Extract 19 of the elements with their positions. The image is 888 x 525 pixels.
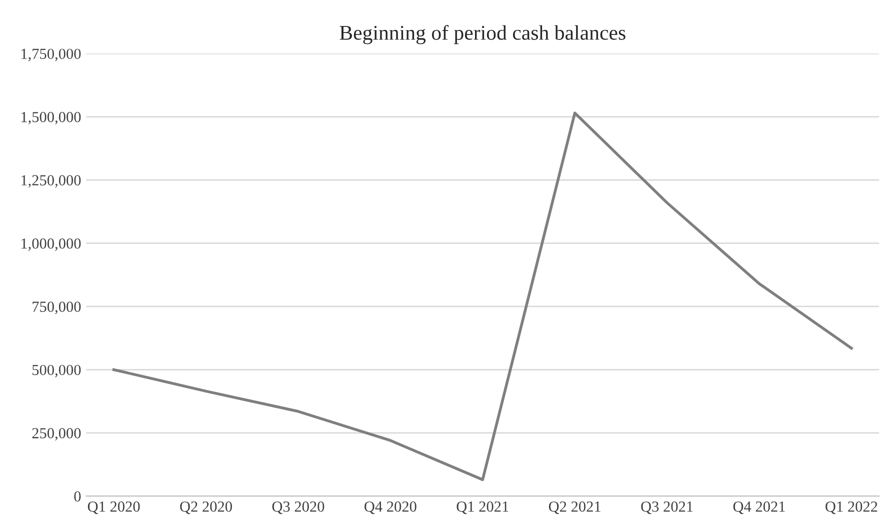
y-tick-label: 1,000,000: [22, 238, 81, 251]
x-tick-label: Q2 2021: [548, 501, 600, 514]
x-tick-label: Q3 2020: [272, 501, 324, 514]
y-tick-label: 1,250,000: [22, 175, 81, 188]
x-tick-label: Q2 2020: [180, 501, 232, 514]
x-tick-label: Q1 2022: [826, 501, 878, 514]
x-tick-label: Q1 2021: [456, 501, 508, 514]
x-tick-label: Q3 2021: [641, 501, 693, 514]
line-series: [112, 112, 853, 482]
y-tick-label: 500,000: [32, 364, 81, 378]
x-tick-label: Q1 2020: [88, 501, 140, 514]
chart-title: Beginning of period cash balances: [340, 24, 626, 44]
y-tick-label: 250,000: [32, 428, 81, 441]
y-tick-label: 0: [74, 491, 81, 502]
y-tick-label: 750,000: [32, 302, 81, 314]
y-tick-label: 1,500,000: [22, 112, 81, 124]
y-tick-label: 1,750,000: [22, 48, 81, 62]
x-tick-label: Q4 2020: [364, 501, 416, 514]
x-tick-label: Q4 2021: [733, 501, 785, 514]
